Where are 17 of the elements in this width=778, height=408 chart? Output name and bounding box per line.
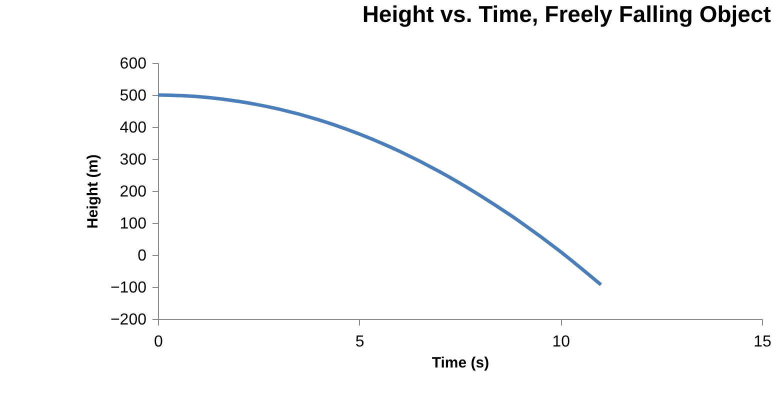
chart-title: Height vs. Time, Freely Falling Object	[362, 1, 772, 27]
x-tick-label: 5	[355, 334, 364, 350]
y-tick-label: 600	[120, 56, 147, 72]
y-tick-label: −200	[110, 312, 147, 328]
y-tick-label: 500	[120, 88, 147, 104]
x-axis-title: Time (s)	[432, 354, 490, 372]
line-series	[158, 93, 603, 287]
x-tick-label: 10	[552, 334, 570, 350]
y-tick-label: 400	[120, 120, 147, 136]
x-tick-label: 0	[154, 334, 164, 350]
y-tick-label: 200	[120, 184, 147, 200]
y-tick-label: 100	[120, 216, 147, 232]
y-tick-label: 300	[120, 152, 147, 168]
x-tick-label: 15	[754, 334, 772, 350]
y-tick-label: −100	[110, 280, 147, 296]
y-axis-title: Height (m)	[84, 154, 102, 229]
y-tick-label: 0	[138, 248, 147, 264]
